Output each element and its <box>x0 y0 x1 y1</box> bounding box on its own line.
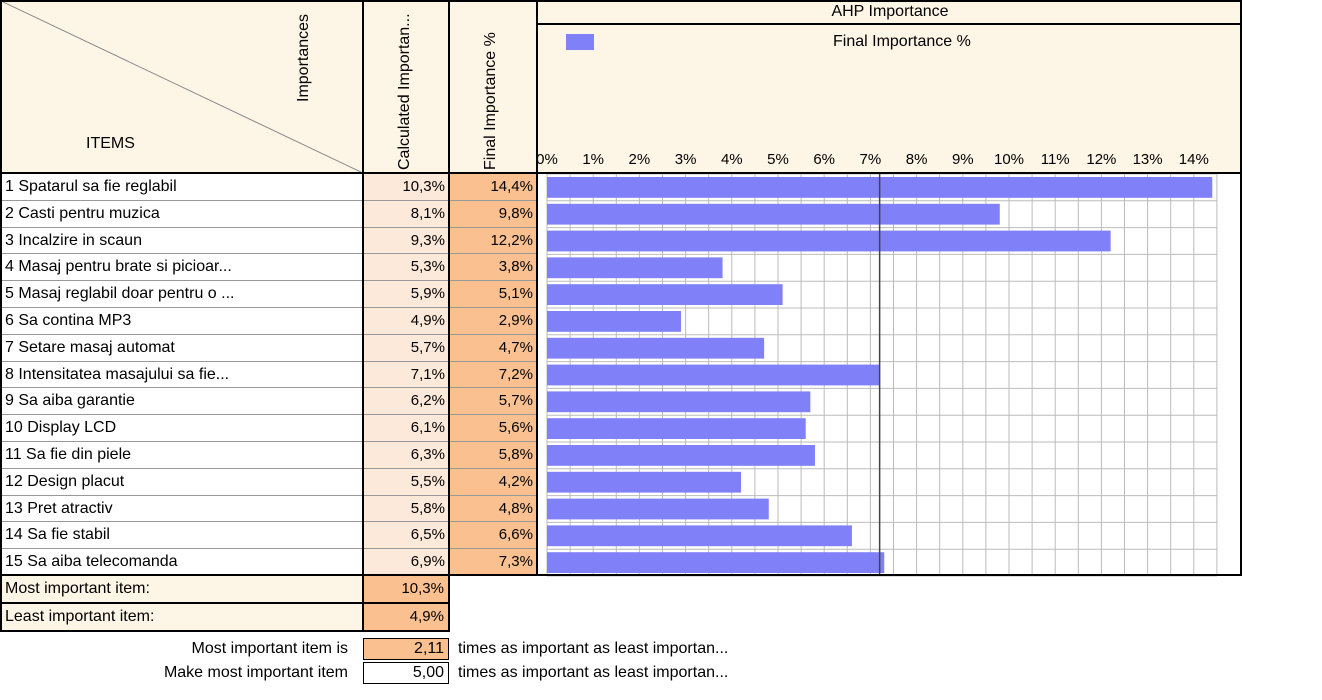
x-tick-label: 11% <box>1041 151 1070 168</box>
calc-importance-value: 5,8% <box>364 495 449 523</box>
x-tick-label: 8% <box>906 151 928 168</box>
final-importance-value: 9,8% <box>450 200 537 228</box>
bar <box>547 498 769 520</box>
bar <box>547 445 815 466</box>
item-label: 10 Display LCD <box>1 415 363 442</box>
calc-importance-value: 6,3% <box>364 442 449 469</box>
ratio-line1-value[interactable]: 2,11 <box>363 638 449 660</box>
least-important-label: Least important item: <box>1 604 363 631</box>
items-header-label: ITEMS <box>86 135 135 152</box>
item-label: 11 Sa fie din piele <box>1 442 363 469</box>
x-tick-label: 9% <box>952 151 974 168</box>
ratio-line2-value[interactable]: 5,00 <box>363 662 449 684</box>
calc-importance-value: 5,7% <box>364 334 449 362</box>
x-tick-label: 4% <box>721 151 743 168</box>
item-label: 12 Design placut <box>1 469 363 496</box>
x-tick-label: 12% <box>1086 151 1116 168</box>
final-importance-value: 5,1% <box>450 281 537 308</box>
bar <box>547 552 885 573</box>
calc-importance-value: 6,1% <box>364 415 449 442</box>
final-importance-value: 4,7% <box>450 334 537 362</box>
item-label: 1 Spatarul sa fie reglabil <box>1 174 363 201</box>
calc-importance-value: 7,1% <box>364 361 449 389</box>
final-importance-value: 5,8% <box>450 442 537 469</box>
chart-header-cell <box>538 1 1242 173</box>
bar <box>547 284 783 305</box>
least-important-value: 4,9% <box>364 604 448 631</box>
x-tick-label: 6% <box>813 151 835 168</box>
x-tick-label: 10% <box>994 151 1024 168</box>
bar <box>547 391 811 413</box>
item-label: 4 Masaj pentru brate si picioar... <box>1 254 363 282</box>
calc-importance-value: 5,3% <box>364 254 449 282</box>
most-important-value: 10,3% <box>364 576 448 603</box>
bar <box>547 203 1000 225</box>
bar <box>547 418 806 439</box>
item-label: 14 Sa fie stabil <box>1 522 363 550</box>
final-importance-value: 6,6% <box>450 522 537 550</box>
ratio-line2-label: Make most important item <box>163 664 348 681</box>
final-importance-value: 2,9% <box>450 308 537 335</box>
bar <box>547 471 742 493</box>
calc-importance-value: 9,3% <box>364 227 449 255</box>
final-importance-value: 5,6% <box>450 415 537 442</box>
final-importance-value: 4,2% <box>450 468 537 496</box>
calc-header-cell <box>364 1 448 173</box>
bar <box>547 311 681 332</box>
bar <box>547 364 880 386</box>
item-label: 3 Incalzire in scaun <box>1 228 363 255</box>
final-importance-value: 7,2% <box>450 361 537 389</box>
final-importance-value: 7,3% <box>450 549 537 576</box>
final-importance-value: 5,7% <box>450 388 537 416</box>
bar <box>547 337 765 359</box>
item-label: 8 Intensitatea masajului sa fie... <box>1 362 363 389</box>
x-tick-label: 2% <box>629 151 651 168</box>
x-tick-label: 7% <box>860 151 882 168</box>
item-label: 2 Casti pentru muzica <box>1 201 363 228</box>
x-tick-label: 3% <box>675 151 697 168</box>
header-diagonal <box>1 1 363 173</box>
x-tick-label: 13% <box>1133 151 1163 168</box>
x-tick-label: 14% <box>1179 151 1209 168</box>
calc-importance-value: 6,2% <box>364 388 449 416</box>
final-importance-value: 4,8% <box>450 495 537 523</box>
bar <box>547 525 852 547</box>
item-label: 13 Pret atractiv <box>1 496 363 523</box>
ratio-line2-suffix: times as important as least importan... <box>458 664 729 681</box>
item-label: 9 Sa aiba garantie <box>1 388 363 416</box>
ratio-line1-label: Most important item is <box>191 640 348 657</box>
calc-importance-value: 5,5% <box>364 468 449 496</box>
final-importance-value: 3,8% <box>450 254 537 282</box>
calc-importance-value: 6,5% <box>364 522 449 550</box>
calc-importance-value: 10,3% <box>364 174 449 201</box>
x-tick-label: 0% <box>536 151 558 168</box>
bar <box>547 257 723 279</box>
x-tick-label: 1% <box>582 151 604 168</box>
item-label: 5 Masaj reglabil doar pentru o ... <box>1 281 363 308</box>
item-label: 7 Setare masaj automat <box>1 335 363 362</box>
calc-importance-value: 5,9% <box>364 281 449 308</box>
bar <box>547 230 1111 252</box>
calc-importance-value: 4,9% <box>364 308 449 335</box>
legend-label: Final Importance % <box>833 33 971 50</box>
final-importance-value: 14,4% <box>450 174 537 201</box>
x-tick-label: 5% <box>767 151 789 168</box>
chart-title: AHP Importance <box>831 3 949 20</box>
legend-swatch <box>566 34 594 50</box>
ratio-line1-suffix: times as important as least importan... <box>458 640 729 657</box>
most-important-label: Most important item: <box>1 576 363 603</box>
calc-importance-value: 8,1% <box>364 200 449 228</box>
final-header-cell <box>450 1 536 173</box>
calc-importance-value: 6,9% <box>364 549 449 576</box>
final-importance-value: 12,2% <box>450 227 537 255</box>
item-label: 6 Sa contina MP3 <box>1 308 363 335</box>
